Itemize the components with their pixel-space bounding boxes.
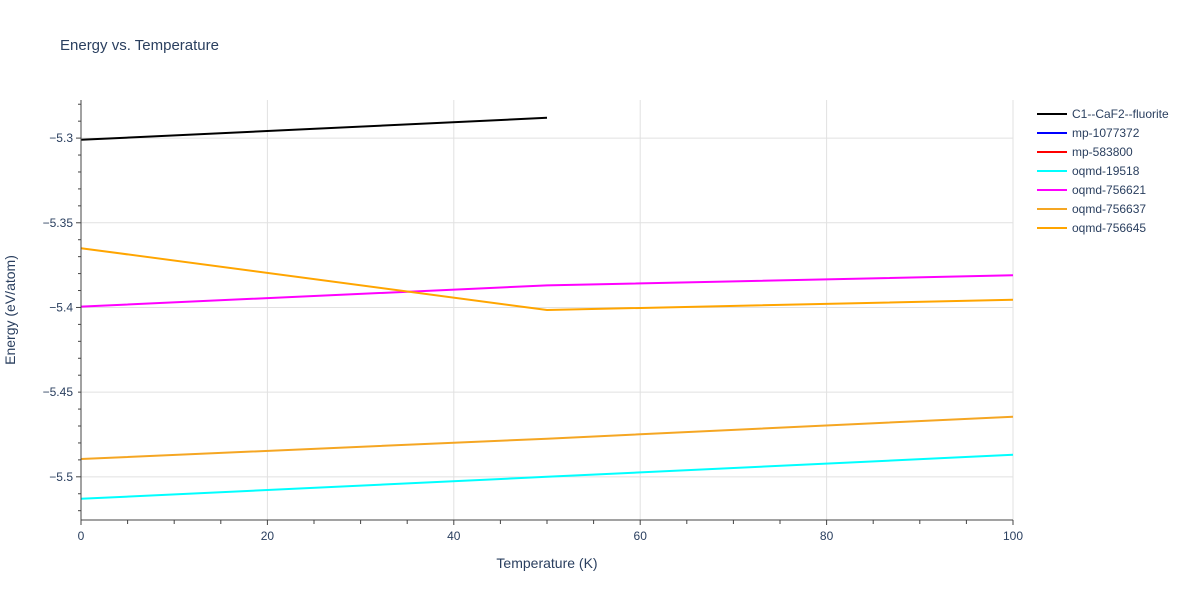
x-tick-label: 20 — [261, 529, 275, 543]
legend[interactable]: C1--CaF2--fluorite mp-1077372 mp-583800 oqm… — [1037, 107, 1169, 235]
series-line — [80, 274, 1014, 308]
legend-item[interactable]: oqmd-756637 — [1037, 202, 1146, 216]
legend-label: mp-1077372 — [1072, 126, 1140, 140]
series-line — [80, 247, 1014, 312]
series-lines — [80, 116, 1014, 500]
legend-label: oqmd-756645 — [1072, 221, 1146, 235]
legend-item[interactable]: oqmd-756645 — [1037, 221, 1146, 235]
series-line — [80, 116, 548, 141]
y-tick-label: −5.3 — [49, 131, 73, 145]
legend-item[interactable]: mp-583800 — [1037, 145, 1133, 159]
x-tick-label: 0 — [78, 529, 85, 543]
x-axis-title: Temperature (K) — [496, 555, 597, 571]
legend-item[interactable]: C1--CaF2--fluorite — [1037, 107, 1169, 121]
y-tick-label: −5.35 — [43, 216, 74, 230]
x-tick-label: 40 — [447, 529, 461, 543]
legend-label: oqmd-756637 — [1072, 202, 1146, 216]
x-tick-label: 100 — [1003, 529, 1023, 543]
series-line — [80, 453, 1014, 500]
x-tick-label: 80 — [820, 529, 834, 543]
x-tick-label: 60 — [634, 529, 648, 543]
axes: 0 20 40 60 80 100 −5.3 −5.35 −5.4 −5.45 −5.5 — [43, 100, 1023, 543]
legend-item[interactable]: mp-1077372 — [1037, 126, 1140, 140]
series-line — [80, 415, 1014, 460]
legend-label: mp-583800 — [1072, 145, 1133, 159]
chart-title: Energy vs. Temperature — [60, 37, 219, 54]
legend-item[interactable]: oqmd-19518 — [1037, 164, 1140, 178]
y-tick-label: −5.45 — [43, 385, 74, 399]
legend-label: oqmd-19518 — [1072, 164, 1140, 178]
y-tick-label: −5.4 — [49, 300, 73, 314]
legend-label: oqmd-756621 — [1072, 183, 1146, 197]
legend-label: C1--CaF2--fluorite — [1072, 107, 1169, 121]
legend-item[interactable]: oqmd-756621 — [1037, 183, 1146, 197]
grid-lines — [81, 100, 1014, 520]
y-axis-title: Energy (eV/atom) — [2, 255, 18, 365]
y-tick-label: −5.5 — [49, 470, 73, 484]
